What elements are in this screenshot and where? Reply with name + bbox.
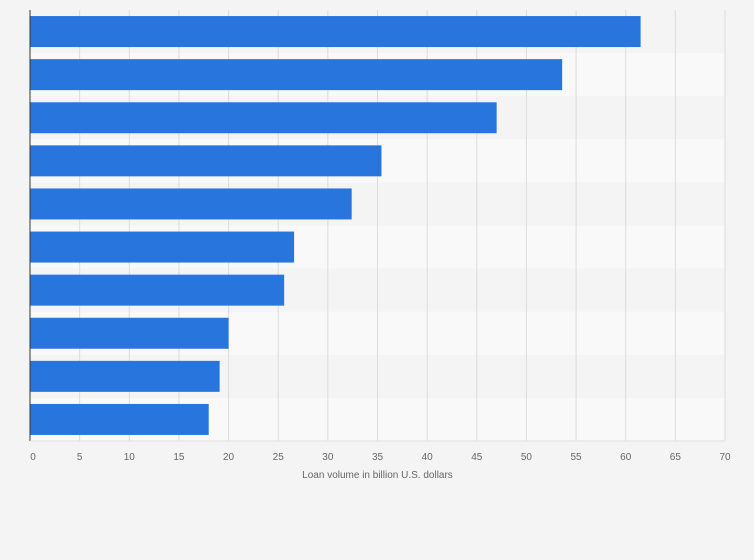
x-tick-label: 10 xyxy=(124,452,136,463)
axis xyxy=(29,10,725,442)
bars xyxy=(30,16,641,435)
x-tick-label: 70 xyxy=(719,452,731,463)
bar xyxy=(30,274,285,306)
x-tick-label: 15 xyxy=(173,452,185,463)
x-axis-title: Loan volume in billion U.S. dollars xyxy=(302,470,453,481)
x-tick-label: 35 xyxy=(372,452,384,463)
bar xyxy=(30,231,295,263)
bar xyxy=(30,145,382,177)
x-tick-label: 30 xyxy=(322,452,334,463)
bar xyxy=(30,16,641,48)
x-tick-label: 45 xyxy=(471,452,483,463)
x-tick-label: 25 xyxy=(273,452,285,463)
tick-labels: 0 5 10 15 20 25 30 35 40 45 50 55 60 65 70 xyxy=(30,452,731,463)
bar xyxy=(30,403,209,435)
x-tick-label: 20 xyxy=(223,452,235,463)
x-tick-label: 0 xyxy=(30,452,36,463)
x-tick-label: 65 xyxy=(670,452,682,463)
bar xyxy=(30,59,563,91)
x-tick-label: 5 xyxy=(77,452,83,463)
bar xyxy=(30,360,220,392)
x-tick-label: 40 xyxy=(422,452,434,463)
bar xyxy=(30,102,497,134)
bar xyxy=(30,188,352,220)
x-tick-label: 50 xyxy=(521,452,533,463)
bar xyxy=(30,317,229,349)
x-tick-label: 55 xyxy=(571,452,583,463)
x-tick-label: 60 xyxy=(620,452,632,463)
